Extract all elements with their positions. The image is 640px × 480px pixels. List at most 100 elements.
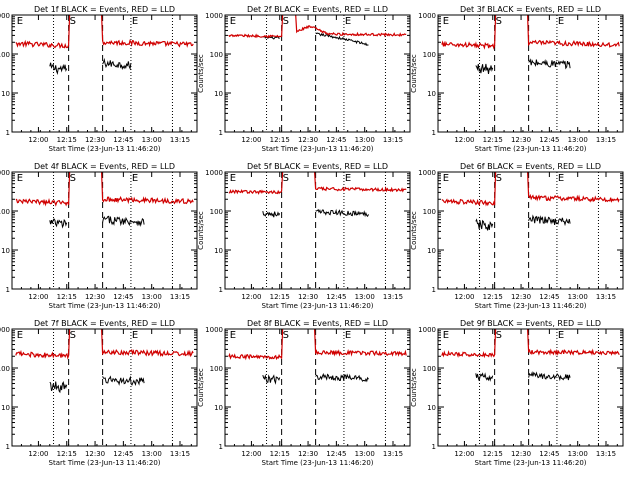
- y-tick-label: 100: [210, 365, 223, 373]
- interval-marker-E: E: [443, 330, 449, 341]
- plot-frame: [224, 328, 411, 447]
- interval-marker-E: E: [230, 330, 236, 341]
- panel-title: Det 8f BLACK = Events, RED = LLD: [247, 319, 388, 328]
- plot-frame: [437, 328, 624, 447]
- series-lld-segment-2: [527, 171, 620, 203]
- y-tick-label: 1: [432, 286, 436, 294]
- x-tick-label: 12:45: [539, 450, 559, 458]
- x-tick-label: 12:00: [454, 450, 474, 458]
- x-axis-label: Start Time (23-Jun-13 11:46:20): [262, 459, 374, 467]
- panel-title: Det 2f BLACK = Events, RED = LLD: [247, 5, 388, 14]
- series-events-segment-2: [315, 372, 369, 383]
- interval-marker-E: E: [132, 330, 138, 341]
- x-tick-label: 12:45: [539, 293, 559, 301]
- y-tick-label: 100: [210, 51, 223, 59]
- x-axis-label: Start Time (23-Jun-13 11:46:20): [262, 145, 374, 153]
- interval-marker-S: S: [283, 173, 289, 184]
- series-lld-segment-2: [101, 171, 194, 205]
- x-tick-label: 12:00: [454, 136, 474, 144]
- x-tick-label: 13:00: [568, 293, 588, 301]
- x-tick-label: 12:15: [57, 136, 77, 144]
- x-tick-label: 13:15: [383, 136, 403, 144]
- x-tick-label: 12:00: [28, 450, 48, 458]
- y-tick-label: 100: [423, 51, 436, 59]
- x-tick-label: 13:15: [170, 450, 190, 458]
- series-events-segment-2: [528, 371, 571, 382]
- series-events-segment-1: [262, 210, 281, 218]
- x-tick-label: 12:30: [298, 136, 318, 144]
- series-lld-segment-2: [295, 14, 407, 38]
- y-tick-label: 1: [219, 286, 223, 294]
- y-axis-label: Counts/sec: [410, 54, 418, 93]
- series-events-segment-2: [102, 215, 145, 227]
- y-tick-label: 1: [6, 443, 10, 451]
- y-tick-label: 1: [432, 443, 436, 451]
- series-events-segment-1: [262, 374, 281, 385]
- y-axis-label: Counts/sec: [197, 54, 205, 93]
- x-tick-label: 13:15: [383, 293, 403, 301]
- interval-marker-S: S: [496, 16, 502, 27]
- x-tick-label: 13:00: [568, 136, 588, 144]
- x-tick-label: 12:00: [28, 136, 48, 144]
- x-tick-label: 13:00: [355, 293, 375, 301]
- y-tick-label: 1000: [418, 326, 436, 334]
- series-lld-segment-1: [228, 14, 284, 39]
- panel-det-3f: Det 3f BLACK = Events, RED = LLD Counts/s…: [410, 5, 624, 153]
- x-tick-label: 12:15: [57, 293, 77, 301]
- x-tick-label: 13:00: [142, 293, 162, 301]
- panel-title: Det 1f BLACK = Events, RED = LLD: [34, 5, 175, 14]
- y-tick-label: 1000: [418, 169, 436, 177]
- x-tick-label: 13:15: [170, 136, 190, 144]
- y-axis-label: Counts/sec: [197, 211, 205, 250]
- interval-marker-S: S: [70, 16, 76, 27]
- panel-title: Det 9f BLACK = Events, RED = LLD: [460, 319, 601, 328]
- y-tick-label: 10: [214, 90, 223, 98]
- series-lld-segment-1: [228, 328, 284, 361]
- series-lld-segment-2: [101, 328, 194, 358]
- y-tick-label: 10: [214, 404, 223, 412]
- x-tick-label: 12:30: [298, 450, 318, 458]
- y-tick-label: 1000: [205, 326, 223, 334]
- x-axis-label: Start Time (23-Jun-13 11:46:20): [49, 302, 161, 310]
- panel-det-5f: Det 5f BLACK = Events, RED = LLD Counts/s…: [197, 162, 411, 310]
- interval-marker-S: S: [283, 16, 289, 27]
- interval-marker-E: E: [345, 330, 351, 341]
- y-tick-label: 1: [219, 443, 223, 451]
- series-lld-segment-2: [527, 328, 620, 356]
- y-tick-label: 1: [219, 129, 223, 137]
- x-tick-label: 13:00: [355, 136, 375, 144]
- series-lld-segment-1: [15, 14, 71, 50]
- x-tick-label: 12:30: [85, 136, 105, 144]
- x-tick-label: 12:15: [483, 450, 503, 458]
- x-tick-label: 12:45: [113, 293, 133, 301]
- plot-frame: [224, 171, 411, 290]
- plot-frame: [437, 14, 624, 133]
- x-tick-label: 12:00: [28, 293, 48, 301]
- x-axis-label: Start Time (23-Jun-13 11:46:20): [262, 302, 374, 310]
- interval-marker-E: E: [558, 16, 564, 27]
- series-lld-segment-2: [314, 328, 407, 357]
- series-events-segment-1: [49, 218, 68, 229]
- interval-marker-E: E: [345, 173, 351, 184]
- x-tick-label: 12:15: [483, 293, 503, 301]
- interval-marker-E: E: [558, 330, 564, 341]
- panel-title: Det 4f BLACK = Events, RED = LLD: [34, 162, 175, 171]
- y-tick-label: 1000: [0, 326, 10, 334]
- x-tick-label: 12:45: [326, 136, 346, 144]
- series-events-segment-2: [102, 57, 132, 71]
- interval-marker-E: E: [230, 173, 236, 184]
- y-axis-label: Counts/sec: [410, 368, 418, 407]
- x-tick-label: 13:00: [142, 136, 162, 144]
- x-tick-label: 13:00: [355, 450, 375, 458]
- interval-marker-E: E: [443, 173, 449, 184]
- panel-title: Det 6f BLACK = Events, RED = LLD: [460, 162, 601, 171]
- x-tick-label: 12:30: [511, 293, 531, 301]
- y-axis-label: Counts/sec: [197, 368, 205, 407]
- series-events-segment-2: [528, 58, 571, 70]
- series-events-segment-2: [528, 214, 571, 227]
- x-tick-label: 12:30: [511, 136, 531, 144]
- y-tick-label: 10: [427, 404, 436, 412]
- x-tick-label: 13:15: [596, 136, 616, 144]
- y-tick-label: 1000: [205, 169, 223, 177]
- y-tick-label: 10: [214, 247, 223, 255]
